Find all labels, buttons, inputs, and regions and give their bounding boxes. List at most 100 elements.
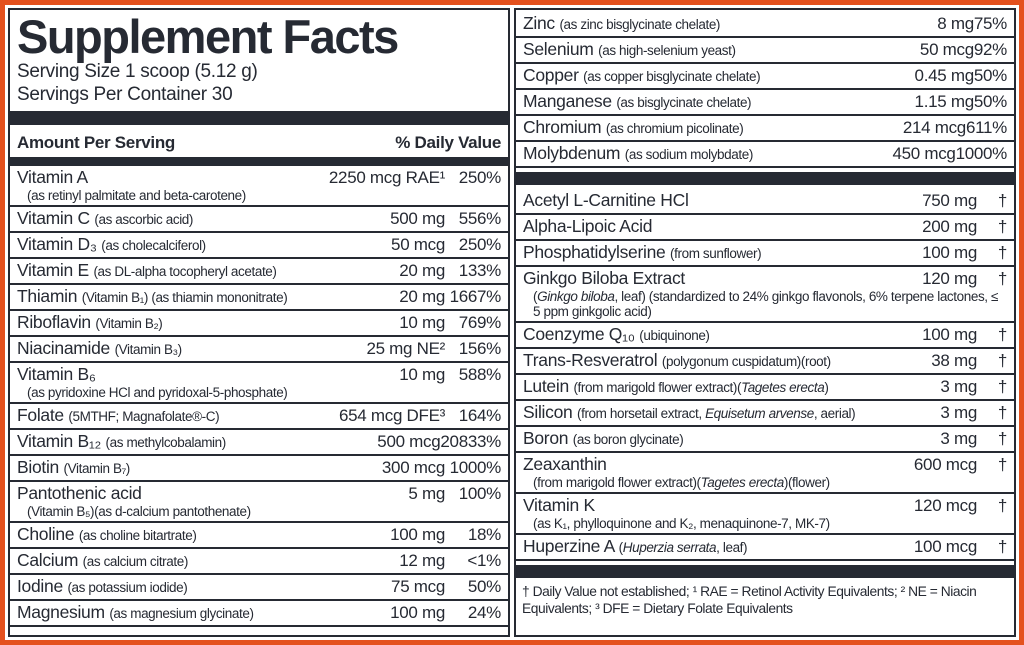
nutrient-daily-value: † bbox=[997, 269, 1007, 288]
nutrient-amount: 10 mg bbox=[399, 365, 445, 385]
nutrient-name: Vitamin E (as DL-alpha tocopheryl acetat… bbox=[17, 260, 277, 281]
nutrient-row: Huperzine A (Huperzia serrata, leaf) 100 … bbox=[516, 535, 1014, 562]
nutrient-row: Phosphatidylserine (from sunflower) 100 m… bbox=[516, 241, 1014, 267]
nutrient-row: Vitamin D₃ (as cholecalciferol) 50 mcg 250… bbox=[10, 233, 508, 260]
nutrient-amount: 1.15 mg bbox=[914, 92, 975, 111]
vitamins-table: Vitamin A 2250 mcg RAE¹ 250% (as retinyl pa… bbox=[10, 166, 508, 628]
nutrient-daily-value: 133% bbox=[458, 261, 502, 281]
nutrient-amount: 500 mcg bbox=[377, 432, 441, 452]
nutrient-amount: 75 mcg bbox=[391, 577, 445, 597]
nutrient-row: Riboflavin (Vitamin B₂) 10 mg 769% bbox=[10, 311, 508, 338]
nutrient-name: Ginkgo Biloba Extract bbox=[523, 268, 685, 288]
daily-value-header: % Daily Value bbox=[395, 133, 501, 153]
nutrient-name: Calcium (as calcium citrate) bbox=[17, 550, 188, 571]
nutrient-daily-value: 75% bbox=[973, 14, 1007, 33]
nutrient-daily-value: 24% bbox=[467, 603, 501, 623]
right-column: Zinc (as zinc bisglycinate chelate) 8 mg 7… bbox=[514, 8, 1016, 637]
nutrient-name: Thiamin (Vitamin B₁) (as thiamin mononit… bbox=[17, 286, 288, 307]
nutrient-daily-value: 50% bbox=[467, 577, 501, 597]
nutrient-name: Huperzine A (Huperzia serrata, leaf) bbox=[523, 536, 748, 557]
thick-divider-bar bbox=[10, 111, 508, 126]
nutrient-daily-value: 164% bbox=[458, 406, 502, 426]
nutrient-amount: 0.45 mg bbox=[914, 66, 975, 85]
nutrient-detail: (as retinyl palmitate and beta-carotene) bbox=[27, 188, 246, 204]
nutrient-detail: (as pyridoxine HCl and pyridoxal-5-phosp… bbox=[27, 385, 288, 401]
nutrient-row: Selenium (as high-selenium yeast) 50 mcg 9… bbox=[516, 38, 1014, 64]
nutrient-daily-value: † bbox=[997, 191, 1007, 210]
section-divider-bar bbox=[516, 172, 1014, 185]
nutrient-name: Chromium (as chromium picolinate) bbox=[523, 117, 744, 137]
section-divider-bar bbox=[516, 565, 1014, 579]
nutrient-row: Vitamin A 2250 mcg RAE¹ 250% (as retinyl pa… bbox=[10, 166, 508, 208]
nutrient-name: Niacinamide (Vitamin B₃) bbox=[17, 338, 182, 359]
nutrient-row: Manganese (as bisglycinate chelate) 1.15 … bbox=[516, 90, 1014, 116]
nutrient-row: Folate (5MTHF; Magnafolate®-C) 654 mcg DF… bbox=[10, 404, 508, 431]
nutrient-row: Magnesium (as magnesium glycinate) 100 mg… bbox=[10, 601, 508, 628]
nutrient-name: Alpha-Lipoic Acid bbox=[523, 216, 653, 236]
left-column: Supplement Facts Serving Size 1 scoop (5… bbox=[8, 8, 510, 637]
nutrient-amount: 3 mg bbox=[940, 429, 977, 449]
nutrient-amount: 100 mcg bbox=[913, 537, 977, 557]
nutrient-name: Silicon (from horsetail extract, Equiset… bbox=[523, 402, 856, 423]
nutrient-name: Manganese (as bisglycinate chelate) bbox=[523, 91, 752, 111]
page-title: Supplement Facts bbox=[17, 10, 399, 63]
nutrient-daily-value: <1% bbox=[467, 551, 501, 571]
nutrient-row: Vitamin E (as DL-alpha tocopheryl acetat… bbox=[10, 259, 508, 286]
nutrient-amount: 25 mg NE² bbox=[366, 339, 445, 359]
nutrient-daily-value: † bbox=[997, 243, 1007, 262]
nutrient-detail: (Ginkgo biloba, leaf) (standardized to 2… bbox=[533, 289, 999, 320]
nutrient-amount: 100 mg bbox=[922, 243, 977, 262]
nutrient-name: Zinc (as zinc bisglycinate chelate) bbox=[523, 13, 721, 33]
minerals-and-extras-table: Zinc (as zinc bisglycinate chelate) 8 mg 7… bbox=[516, 12, 1014, 579]
nutrient-amount: 450 mcg bbox=[892, 144, 956, 163]
nutrient-daily-value: 1667% bbox=[449, 287, 502, 307]
nutrient-amount: 120 mcg bbox=[913, 496, 977, 516]
nutrient-daily-value: 588% bbox=[458, 365, 502, 385]
nutrient-amount: 100 mg bbox=[390, 525, 445, 545]
nutrient-name: Boron (as boron glycinate) bbox=[523, 428, 684, 449]
nutrient-row: Iodine (as potassium iodide) 75 mcg 50% bbox=[10, 575, 508, 602]
nutrient-amount: 300 mcg bbox=[381, 458, 445, 478]
nutrient-name: Vitamin K bbox=[523, 495, 595, 516]
nutrient-name: Vitamin D₃ (as cholecalciferol) bbox=[17, 234, 206, 255]
nutrient-amount: 3 mg bbox=[940, 377, 977, 397]
nutrient-amount: 20 mg bbox=[399, 261, 445, 281]
nutrient-amount: 38 mg bbox=[931, 351, 977, 371]
nutrient-daily-value: † bbox=[997, 325, 1007, 345]
nutrient-daily-value: 50% bbox=[973, 92, 1007, 111]
nutrient-amount: 120 mg bbox=[922, 269, 977, 288]
nutrient-row: Silicon (from horsetail extract, Equiset… bbox=[516, 401, 1014, 428]
nutrient-row: Boron (as boron glycinate) 3 mg † bbox=[516, 427, 1014, 454]
nutrient-amount: 10 mg bbox=[399, 313, 445, 333]
nutrient-daily-value: † bbox=[997, 351, 1007, 371]
nutrient-name: Molybdenum (as sodium molybdate) bbox=[523, 143, 753, 163]
nutrient-row: Coenzyme Q₁₀ (ubiquinone) 100 mg † bbox=[516, 323, 1014, 350]
nutrient-amount: 50 mcg bbox=[919, 40, 974, 59]
nutrient-row: Trans-Resveratrol (polygonum cuspidatum)… bbox=[516, 349, 1014, 376]
nutrient-daily-value: † bbox=[997, 377, 1007, 397]
nutrient-amount: 600 mcg bbox=[913, 455, 977, 475]
nutrient-name: Vitamin B₁₂ (as methylcobalamin) bbox=[17, 431, 226, 452]
nutrient-row: Vitamin C (as ascorbic acid) 500 mg 556% bbox=[10, 207, 508, 234]
nutrient-name: Folate (5MTHF; Magnafolate®-C) bbox=[17, 405, 220, 426]
nutrient-name: Copper (as copper bisglycinate chelate) bbox=[523, 65, 761, 85]
header-divider-bar bbox=[10, 157, 508, 167]
nutrient-name: Zeaxanthin bbox=[523, 454, 607, 475]
nutrient-row: Molybdenum (as sodium molybdate) 450 mcg 1… bbox=[516, 142, 1014, 168]
nutrient-row: Lutein (from marigold flower extract)(Ta… bbox=[516, 375, 1014, 402]
nutrient-name: Selenium (as high-selenium yeast) bbox=[523, 39, 736, 59]
nutrient-daily-value: 20833% bbox=[440, 432, 501, 452]
table-header: Amount Per Serving % Daily Value bbox=[10, 130, 508, 155]
nutrient-amount: 500 mg bbox=[390, 209, 445, 229]
nutrient-row: Chromium (as chromium picolinate) 214 mcg… bbox=[516, 116, 1014, 142]
nutrient-name: Pantothenic acid bbox=[17, 483, 142, 504]
nutrient-detail: (from marigold flower extract)(Tagetes e… bbox=[533, 475, 830, 491]
nutrient-daily-value: 18% bbox=[467, 525, 501, 545]
nutrient-amount: 654 mcg DFE³ bbox=[339, 406, 445, 426]
nutrient-amount: 100 mg bbox=[390, 603, 445, 623]
nutrient-daily-value: 250% bbox=[458, 235, 502, 255]
nutrient-detail: (Vitamin B₅)(as d-calcium pantothenate) bbox=[27, 504, 251, 520]
nutrient-amount: 8 mg bbox=[937, 14, 974, 33]
nutrient-detail: (as K₁, phylloquinone and K₂, menaquinon… bbox=[533, 516, 830, 532]
nutrient-row: Calcium (as calcium citrate) 12 mg <1% bbox=[10, 549, 508, 576]
